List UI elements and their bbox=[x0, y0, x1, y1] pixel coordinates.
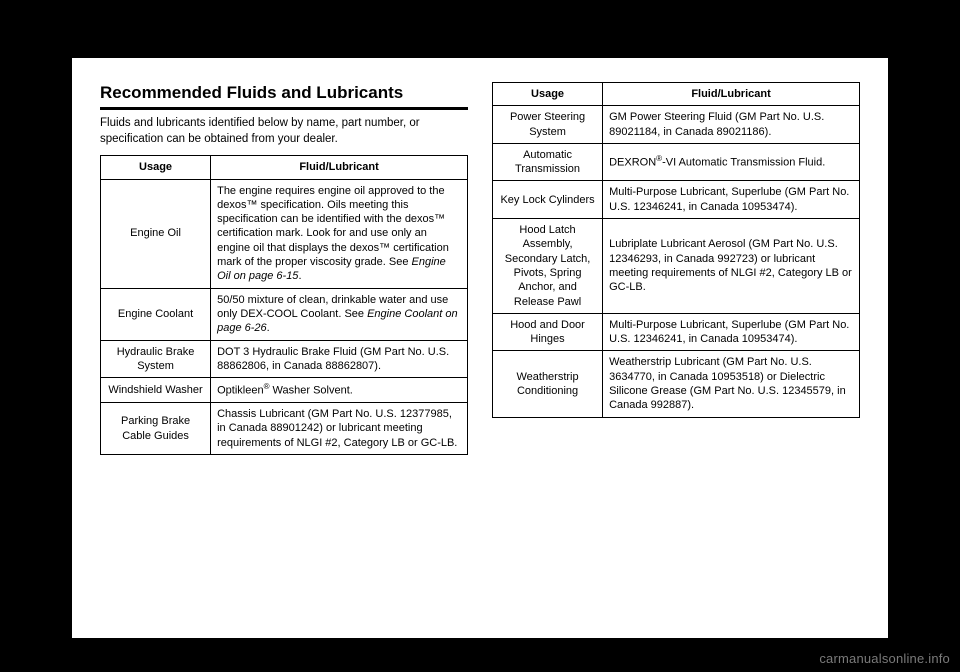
fluid-cell: Optikleen® Washer Solvent. bbox=[211, 378, 468, 403]
section-heading: Recommended Fluids and Lubricants bbox=[100, 82, 468, 103]
fluid-cell: Weatherstrip Lubricant (GM Part No. U.S.… bbox=[603, 351, 860, 417]
usage-cell: Hood and Door Hinges bbox=[493, 313, 603, 351]
usage-cell: Automatic Transmission bbox=[493, 143, 603, 181]
left-column: Recommended Fluids and Lubricants Fluids… bbox=[100, 82, 468, 620]
fluid-cell: Multi-Purpose Lubricant, Superlube (GM P… bbox=[603, 181, 860, 219]
table-row: Weatherstrip ConditioningWeatherstrip Lu… bbox=[493, 351, 860, 417]
watermark-text: carmanualsonline.info bbox=[819, 651, 950, 666]
fluid-cell: Multi-Purpose Lubricant, Superlube (GM P… bbox=[603, 313, 860, 351]
fluids-table-left: Usage Fluid/Lubricant Engine OilThe engi… bbox=[100, 155, 468, 455]
fluid-cell: Chassis Lubricant (GM Part No. U.S. 1237… bbox=[211, 403, 468, 455]
table-row: Automatic TransmissionDEXRON®-VI Automat… bbox=[493, 143, 860, 181]
usage-cell: Engine Oil bbox=[101, 179, 211, 288]
intro-text: Fluids and lubricants identified below b… bbox=[100, 116, 468, 147]
table-row: Hood and Door HingesMulti-Purpose Lubric… bbox=[493, 313, 860, 351]
right-column: Usage Fluid/Lubricant Power Steering Sys… bbox=[492, 82, 860, 620]
fluid-cell: DOT 3 Hydraulic Brake Fluid (GM Part No.… bbox=[211, 340, 468, 378]
usage-cell: Windshield Washer bbox=[101, 378, 211, 403]
usage-cell: Weatherstrip Conditioning bbox=[493, 351, 603, 417]
usage-cell: Parking Brake Cable Guides bbox=[101, 403, 211, 455]
usage-cell: Hydraulic Brake System bbox=[101, 340, 211, 378]
fluids-table-right: Usage Fluid/Lubricant Power Steering Sys… bbox=[492, 82, 860, 418]
fluid-cell: GM Power Steering Fluid (GM Part No. U.S… bbox=[603, 106, 860, 144]
table-header-row: Usage Fluid/Lubricant bbox=[101, 156, 468, 179]
fluid-cell: DEXRON®-VI Automatic Transmission Fluid. bbox=[603, 143, 860, 181]
table-row: Hood Latch Assembly, Secondary Latch, Pi… bbox=[493, 219, 860, 314]
manual-page: Recommended Fluids and Lubricants Fluids… bbox=[72, 58, 888, 638]
fluid-cell: 50/50 mixture of clean, drinkable water … bbox=[211, 288, 468, 340]
table-row: Engine Coolant50/50 mixture of clean, dr… bbox=[101, 288, 468, 340]
left-tbody: Engine OilThe engine requires engine oil… bbox=[101, 179, 468, 454]
col-usage-header: Usage bbox=[101, 156, 211, 179]
table-row: Power Steering SystemGM Power Steering F… bbox=[493, 106, 860, 144]
usage-cell: Hood Latch Assembly, Secondary Latch, Pi… bbox=[493, 219, 603, 314]
table-row: Key Lock CylindersMulti-Purpose Lubrican… bbox=[493, 181, 860, 219]
fluid-cell: The engine requires engine oil approved … bbox=[211, 179, 468, 288]
table-row: Engine OilThe engine requires engine oil… bbox=[101, 179, 468, 288]
usage-cell: Key Lock Cylinders bbox=[493, 181, 603, 219]
right-tbody: Power Steering SystemGM Power Steering F… bbox=[493, 106, 860, 417]
table-row: Windshield WasherOptikleen® Washer Solve… bbox=[101, 378, 468, 403]
fluid-cell: Lubriplate Lubricant Aerosol (GM Part No… bbox=[603, 219, 860, 314]
col-usage-header: Usage bbox=[493, 83, 603, 106]
usage-cell: Power Steering System bbox=[493, 106, 603, 144]
col-fluid-header: Fluid/Lubricant bbox=[603, 83, 860, 106]
col-fluid-header: Fluid/Lubricant bbox=[211, 156, 468, 179]
usage-cell: Engine Coolant bbox=[101, 288, 211, 340]
table-header-row: Usage Fluid/Lubricant bbox=[493, 83, 860, 106]
table-row: Parking Brake Cable GuidesChassis Lubric… bbox=[101, 403, 468, 455]
table-row: Hydraulic Brake SystemDOT 3 Hydraulic Br… bbox=[101, 340, 468, 378]
heading-rule bbox=[100, 107, 468, 110]
